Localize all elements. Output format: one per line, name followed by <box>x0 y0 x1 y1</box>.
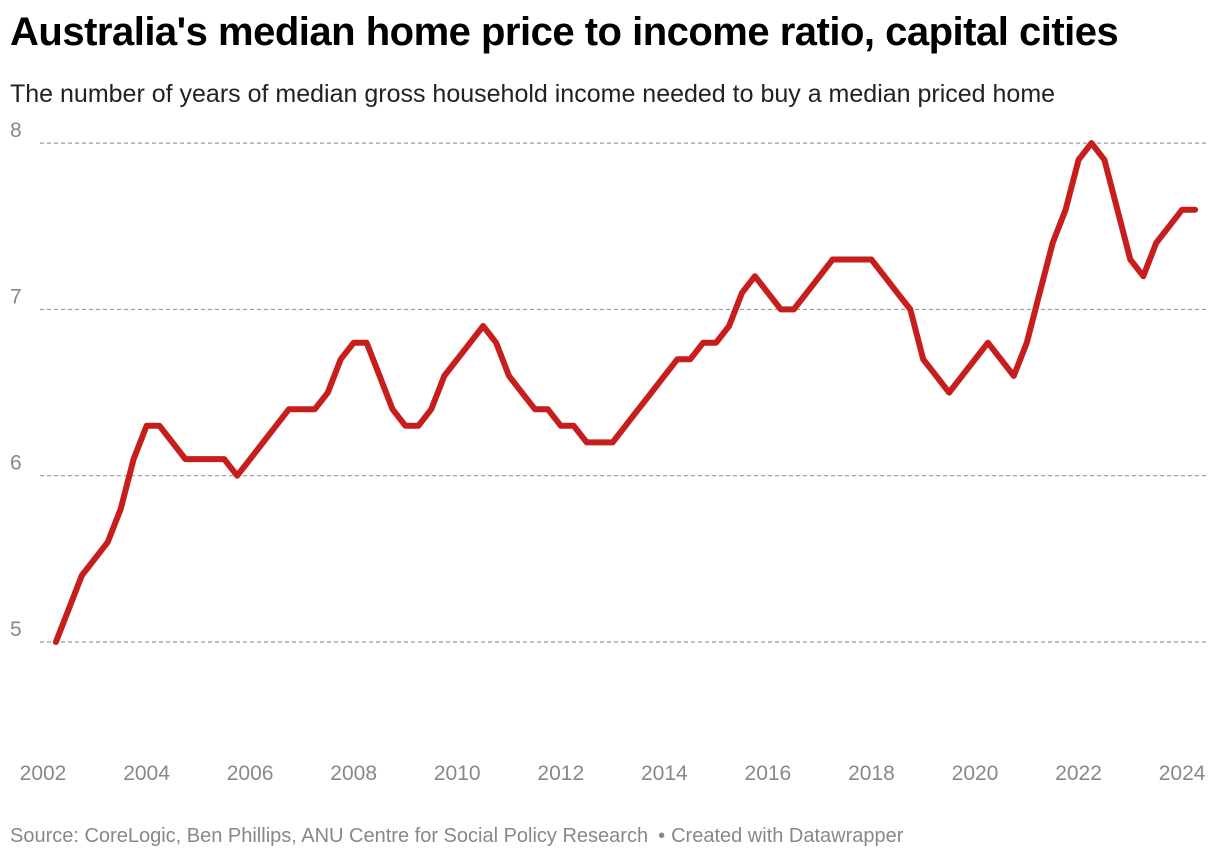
x-tick-label: 2004 <box>123 762 170 785</box>
series-line-0 <box>52 140 1199 645</box>
y-tick-label: 8 <box>10 119 22 142</box>
datawrapper-credit[interactable]: Created with Datawrapper <box>671 825 904 847</box>
x-tick-label: 2002 <box>20 762 67 785</box>
source-note: Source: CoreLogic, Ben Phillips, ANU Cen… <box>10 825 649 847</box>
x-tick-label: 2006 <box>227 762 274 785</box>
y-tick-label: 7 <box>10 285 22 308</box>
chart-title: Australia's median home price to income … <box>10 10 1119 54</box>
y-tick-label: 6 <box>10 452 22 475</box>
y-tick-label: 5 <box>10 618 22 641</box>
x-tick-label: 2018 <box>848 762 895 785</box>
series-layer <box>52 140 1199 645</box>
x-tick-label: 2012 <box>537 762 584 785</box>
x-tick-label: 2016 <box>745 762 792 785</box>
footer-separator: • <box>658 825 666 847</box>
chart-subtitle: The number of years of median gross hous… <box>10 80 1056 108</box>
x-tick-label: 2010 <box>434 762 481 785</box>
x-tick-label: 2014 <box>641 762 688 785</box>
x-tick-label: 2008 <box>330 762 377 785</box>
x-tick-label: 2020 <box>952 762 999 785</box>
x-axis-ticks: 2002 2004 2006 2008 2010 2012 2014 2016 2018 2020… <box>20 762 1206 785</box>
footer: Source: CoreLogic, Ben Phillips, ANU Cen… <box>10 825 903 848</box>
gridlines <box>40 142 1208 643</box>
y-axis-ticks: 5 6 7 8 <box>10 119 22 641</box>
x-tick-label: 2024 <box>1159 762 1206 785</box>
x-tick-label: 2022 <box>1055 762 1102 785</box>
